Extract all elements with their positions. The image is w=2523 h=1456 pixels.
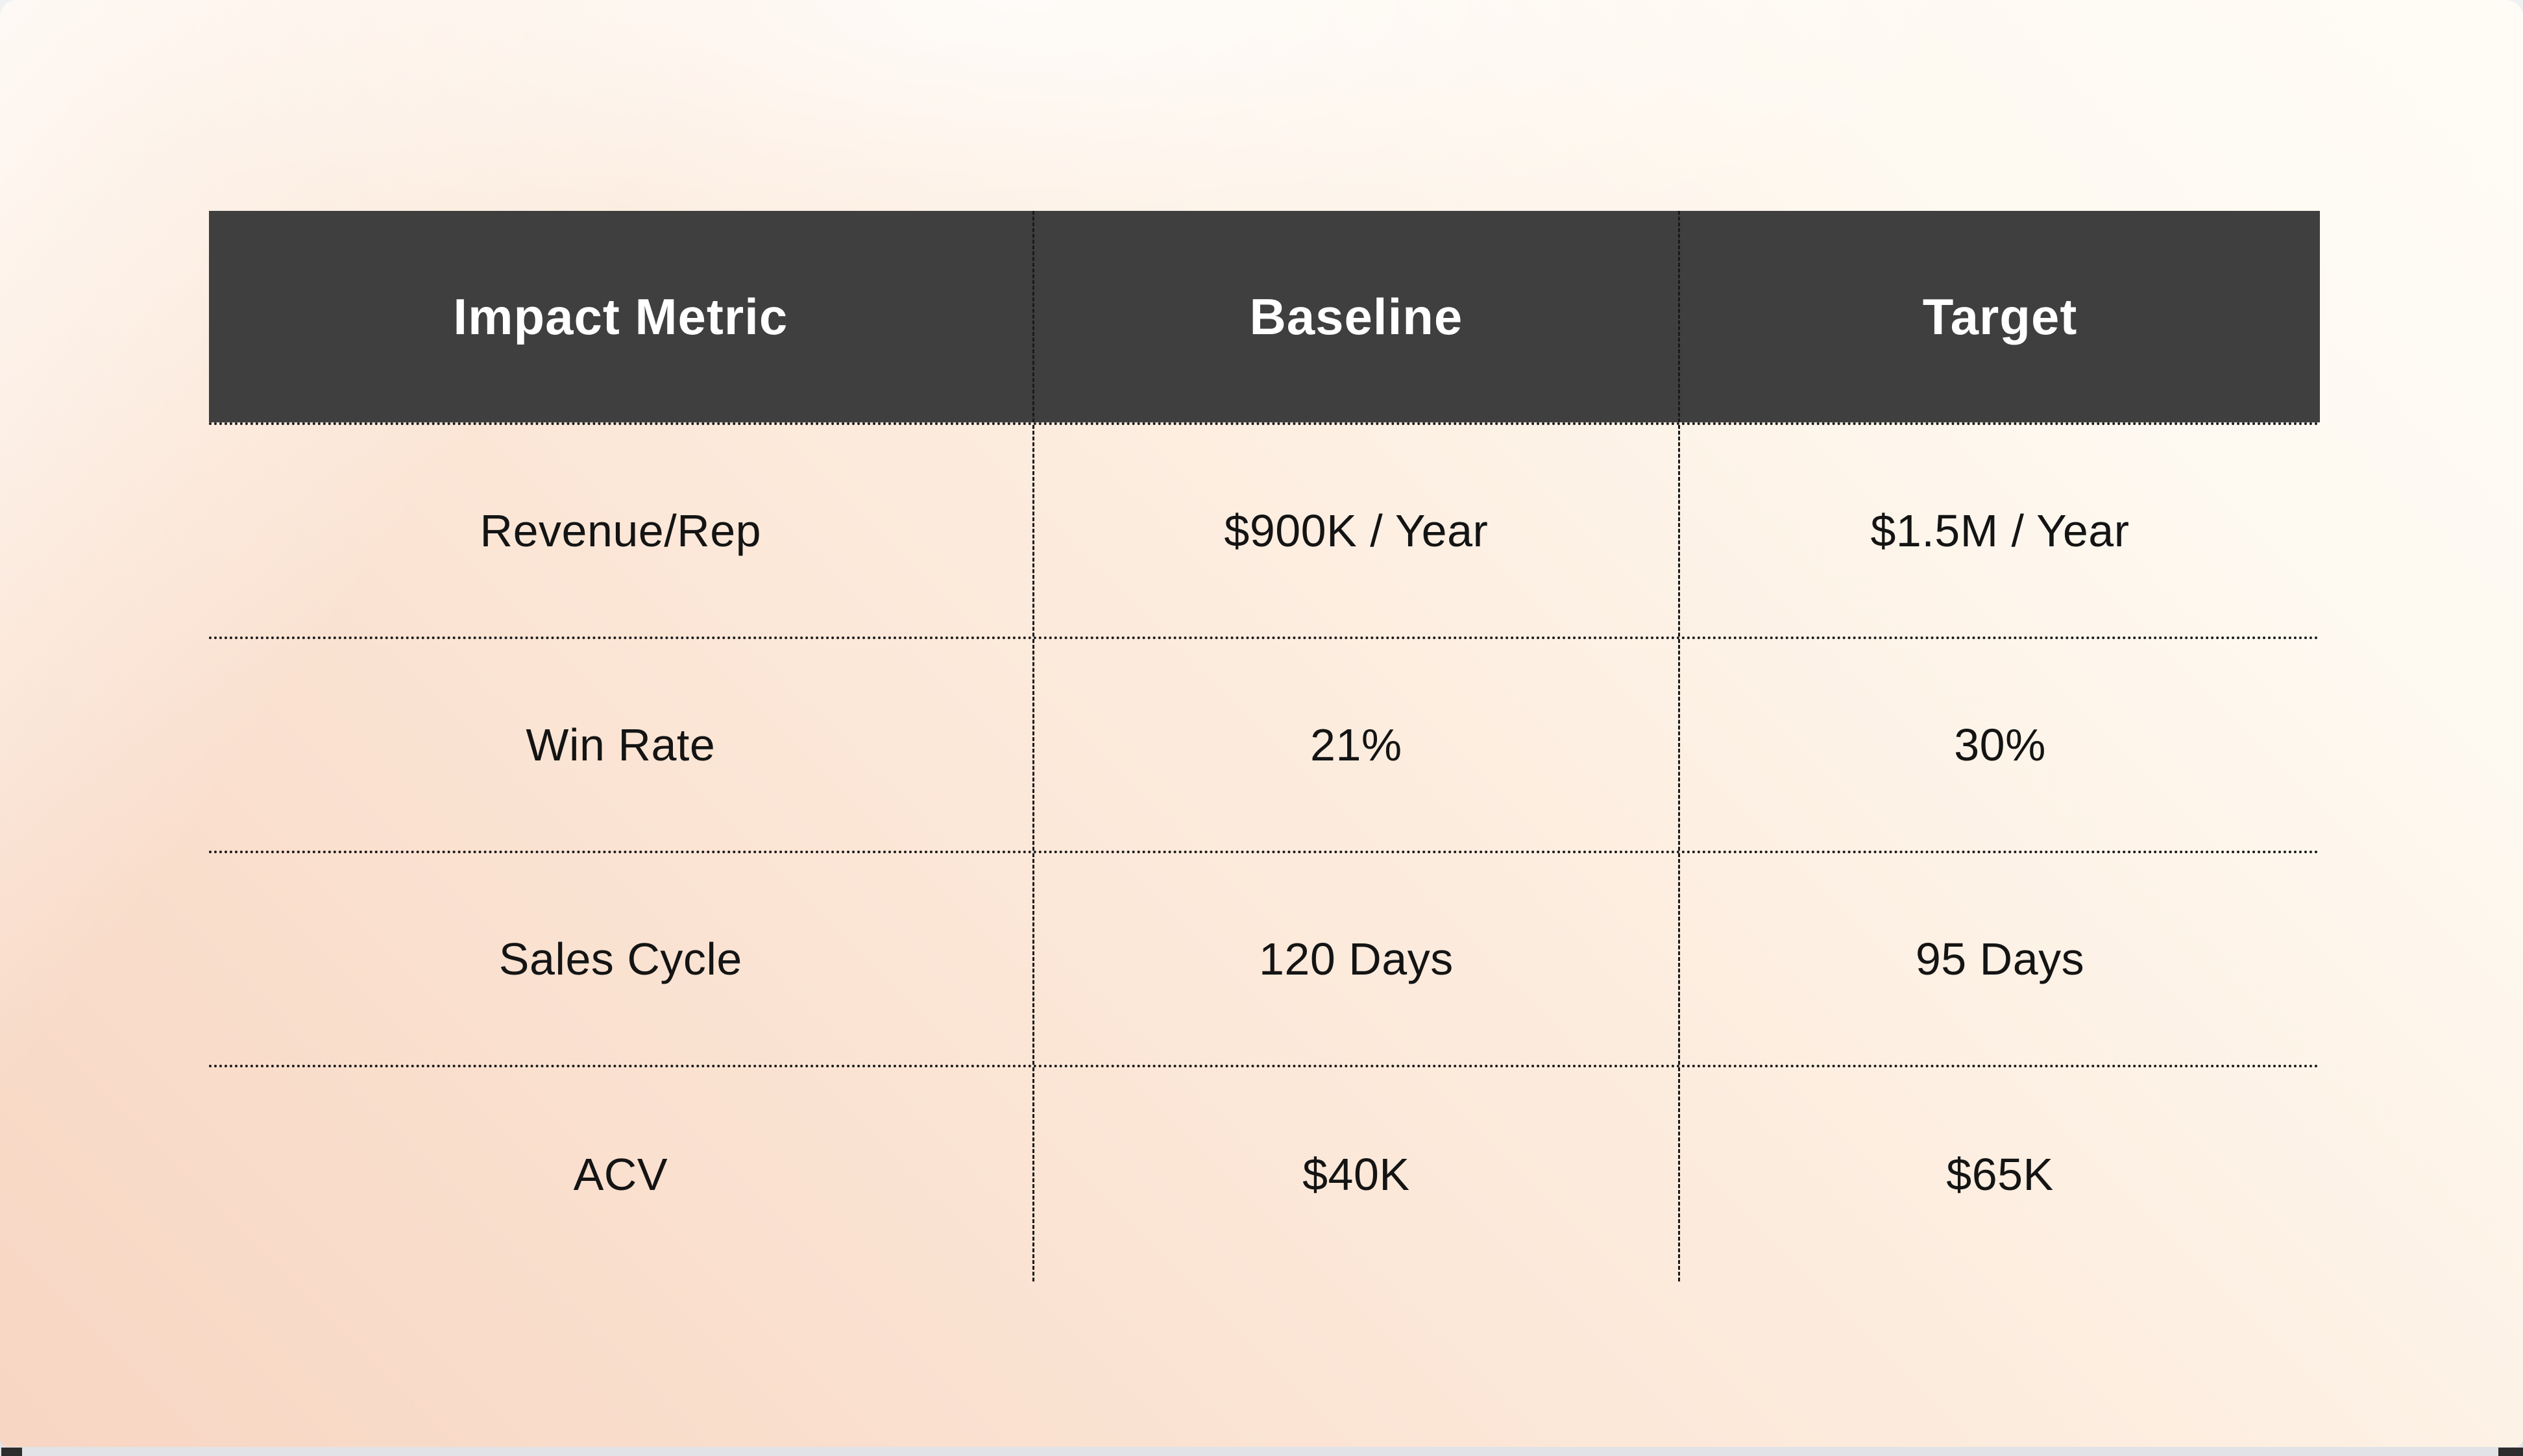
table-row-sales-cycle: Sales Cycle 120 Days 95 Days xyxy=(209,853,2320,1067)
cell-baseline: 21% xyxy=(1032,639,1678,851)
cell-metric: Sales Cycle xyxy=(498,934,742,984)
table-header-row: Impact Metric Baseline Target xyxy=(209,211,2320,425)
bottom-left-dark-notch xyxy=(1,1448,22,1456)
cell-metric: Win Rate xyxy=(526,720,716,770)
cell-metric: ACV xyxy=(573,1149,668,1200)
impact-metrics-table: Impact Metric Baseline Target Revenue/Re… xyxy=(209,211,2320,1281)
cell-baseline: $900K / Year xyxy=(1032,425,1678,637)
table-row-acv: ACV $40K $65K xyxy=(209,1067,2320,1281)
table-row-win-rate: Win Rate 21% 30% xyxy=(209,639,2320,853)
cell-target: 95 Days xyxy=(1678,853,2320,1065)
column-header-impact-metric: Impact Metric xyxy=(209,211,1032,422)
cell-metric: Revenue/Rep xyxy=(480,505,762,556)
cell-baseline: 120 Days xyxy=(1032,853,1678,1065)
bottom-right-dark-notch xyxy=(2498,1448,2523,1456)
table-row-revenue-rep: Revenue/Rep $900K / Year $1.5M / Year xyxy=(209,425,2320,639)
cell-baseline: $40K xyxy=(1032,1067,1678,1281)
cell-target: $65K xyxy=(1678,1067,2320,1281)
column-header-baseline: Baseline xyxy=(1032,211,1679,422)
cell-target: $1.5M / Year xyxy=(1678,425,2320,637)
column-header-target: Target xyxy=(1678,211,2320,422)
cell-target: 30% xyxy=(1678,639,2320,851)
